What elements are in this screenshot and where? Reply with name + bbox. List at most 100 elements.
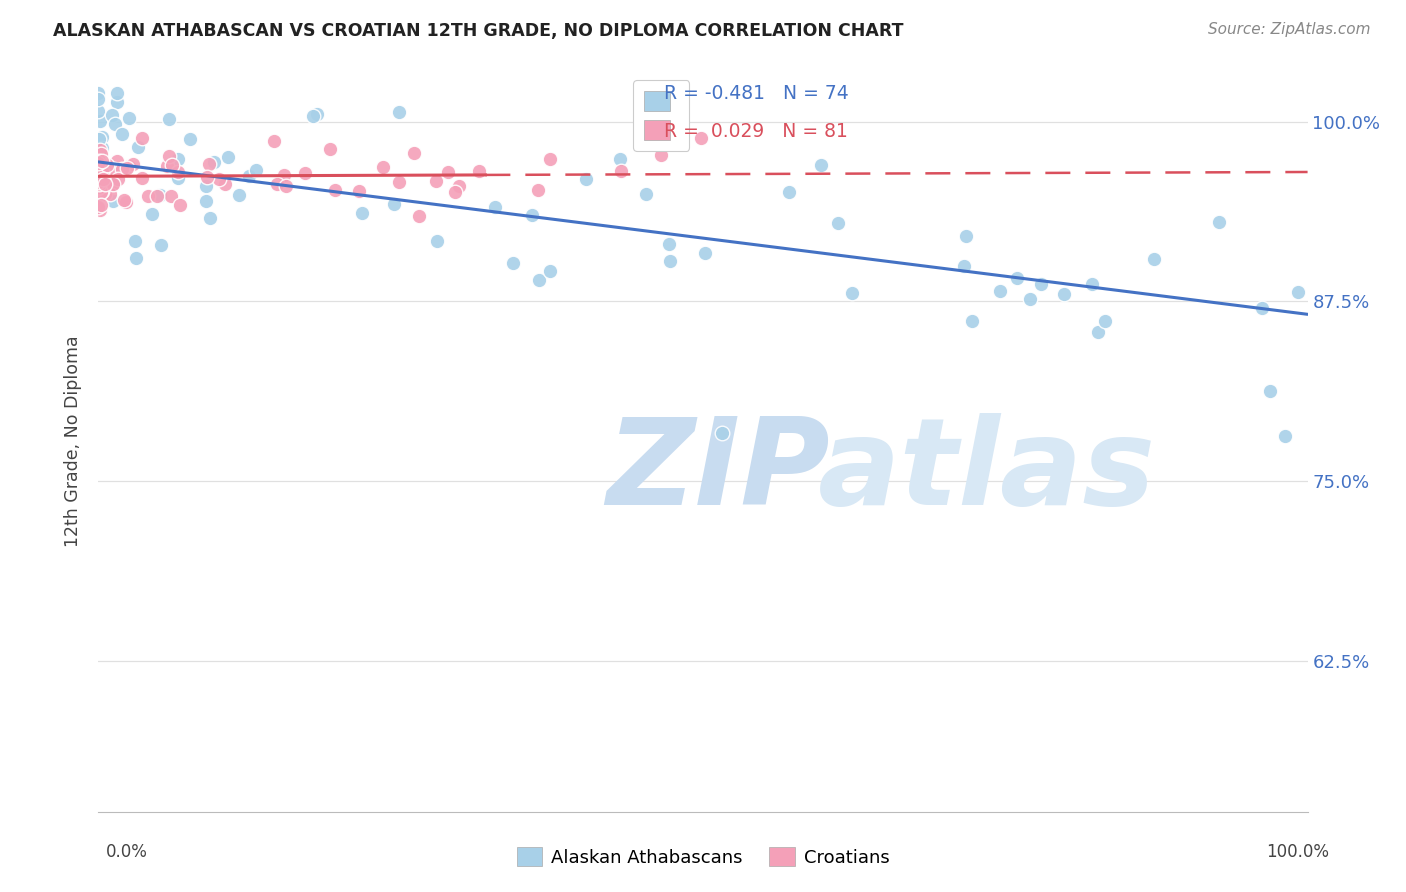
Point (103, 161, 125, 176)
Point (117, 159, 139, 173)
Point (89, 182, 111, 196)
Point (520, 208, 543, 222)
Point (307, 106, 329, 120)
Point (87, 104, 110, 119)
Point (100, 186, 122, 201)
Point (87, 182, 110, 196)
Point (1029, 277, 1052, 291)
Point (114, 194, 136, 209)
Point (527, 273, 550, 287)
Point (436, 164, 458, 178)
Point (91, 141, 114, 155)
Point (526, 183, 548, 197)
Point (841, 285, 863, 300)
Point (1005, 271, 1028, 285)
Point (89, 177, 111, 191)
Point (97, 180, 120, 194)
Point (609, 152, 631, 166)
Point (93, 182, 115, 196)
Point (658, 254, 681, 268)
Point (131, 170, 153, 185)
Point (87, 92, 110, 106)
Point (90, 185, 112, 199)
Point (101, 177, 124, 191)
Point (101, 178, 124, 192)
Point (301, 109, 323, 123)
Point (87, 200, 110, 214)
Point (94, 186, 117, 201)
Point (160, 158, 183, 172)
Point (167, 152, 190, 166)
Point (156, 159, 179, 173)
Point (1208, 215, 1230, 229)
Point (689, 130, 711, 145)
Point (263, 134, 285, 148)
Point (238, 169, 260, 184)
Point (87, 175, 110, 189)
Point (87, 153, 110, 167)
Point (107, 171, 129, 186)
Point (195, 169, 218, 184)
Point (323, 183, 346, 197)
Point (827, 215, 849, 229)
Point (388, 105, 411, 120)
Point (105, 95, 128, 109)
Legend: , : , (634, 80, 689, 151)
Point (167, 170, 190, 185)
Point (444, 185, 467, 199)
Point (141, 207, 163, 221)
Point (198, 211, 221, 225)
Point (87, 181, 110, 195)
Point (87, 132, 110, 146)
Point (388, 175, 411, 189)
Point (91, 171, 114, 186)
Point (90, 184, 112, 198)
Point (502, 256, 524, 270)
Point (266, 177, 288, 191)
Point (778, 185, 800, 199)
Point (91, 154, 114, 169)
Point (89, 143, 111, 157)
Point (157, 149, 180, 163)
Point (91, 165, 114, 179)
Point (988, 285, 1011, 299)
Point (87, 86, 110, 100)
Point (89, 155, 111, 169)
Point (1251, 301, 1274, 315)
Point (90, 156, 112, 170)
Text: 100.0%: 100.0% (1265, 843, 1329, 861)
Point (131, 130, 153, 145)
Point (402, 145, 425, 160)
Point (214, 178, 236, 192)
Point (228, 187, 250, 202)
Point (447, 178, 470, 193)
Point (1286, 285, 1309, 299)
Point (124, 234, 146, 248)
Point (350, 206, 373, 220)
Point (195, 194, 218, 208)
Point (89, 169, 111, 183)
Point (1053, 287, 1076, 301)
Point (91, 130, 114, 145)
Point (103, 194, 125, 209)
Point (111, 161, 134, 176)
Point (169, 198, 191, 212)
Point (952, 259, 974, 273)
Point (273, 168, 295, 182)
Point (100, 108, 122, 122)
Point (1019, 292, 1042, 306)
Text: Source: ZipAtlas.com: Source: ZipAtlas.com (1208, 22, 1371, 37)
Point (125, 251, 148, 265)
Point (157, 112, 180, 126)
Point (89, 113, 111, 128)
Point (1080, 277, 1102, 292)
Point (90, 198, 112, 212)
Point (90, 146, 112, 161)
Point (105, 153, 128, 168)
Text: atlas: atlas (818, 413, 1156, 530)
Point (149, 188, 172, 202)
Point (371, 161, 394, 175)
Point (87, 173, 110, 187)
Point (91, 164, 114, 178)
Point (810, 158, 832, 172)
